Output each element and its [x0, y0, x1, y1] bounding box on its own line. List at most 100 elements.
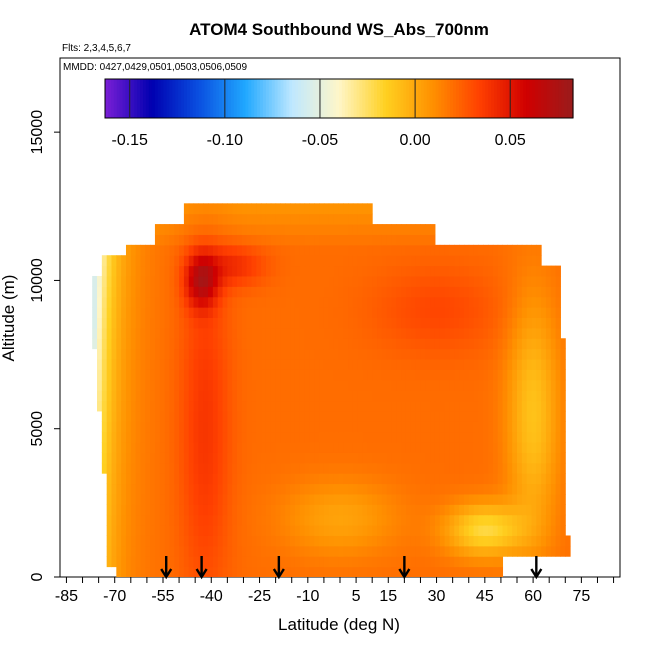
heatmap-cell: [294, 525, 301, 536]
colorbar-segment: [186, 79, 191, 118]
heatmap-cell: [280, 442, 286, 453]
heatmap-cell: [405, 359, 412, 370]
heatmap-cell: [512, 275, 518, 287]
heatmap-cell: [212, 317, 219, 329]
heatmap-cell: [251, 265, 257, 277]
heatmap-cell: [246, 525, 252, 536]
heatmap-cell: [468, 286, 475, 298]
heatmap-cell: [483, 338, 489, 350]
heatmap-cell: [550, 348, 557, 360]
heatmap-cell: [183, 379, 190, 391]
heatmap-cell: [439, 255, 446, 267]
heatmap-cell: [328, 265, 335, 277]
heatmap-cell: [415, 400, 421, 412]
heatmap-cell: [343, 338, 349, 350]
heatmap-cell: [372, 566, 378, 577]
heatmap-cell: [150, 483, 156, 495]
heatmap-cell: [290, 327, 296, 339]
heatmap-cell: [473, 525, 479, 536]
heatmap-cell: [208, 379, 214, 391]
heatmap-cell: [169, 421, 175, 433]
heatmap-cell: [362, 462, 368, 474]
heatmap-cell: [314, 390, 320, 402]
heatmap-cell: [420, 400, 426, 412]
heatmap-cell: [531, 504, 537, 516]
heatmap-cell: [541, 359, 547, 370]
heatmap-cell: [193, 514, 199, 526]
heatmap-cell: [405, 525, 412, 536]
heatmap-cell: [444, 317, 450, 329]
heatmap-cell: [140, 556, 146, 568]
heatmap-cell: [541, 338, 547, 350]
heatmap-cell: [425, 566, 431, 577]
heatmap-cell: [338, 525, 344, 536]
heatmap-cell: [381, 338, 388, 350]
heatmap-cell: [463, 535, 470, 547]
heatmap-cell: [478, 452, 484, 464]
heatmap-cell: [521, 317, 528, 329]
heatmap-cell: [541, 369, 547, 381]
heatmap-cell: [169, 296, 175, 308]
heatmap-cell: [164, 224, 170, 235]
heatmap-cell: [492, 369, 499, 381]
heatmap-cell: [237, 338, 243, 350]
heatmap-cell: [492, 556, 499, 568]
heatmap-cell: [227, 348, 233, 360]
heatmap-cell: [386, 545, 392, 557]
heatmap-cell: [294, 400, 301, 412]
colorbar-tick-label: -0.15: [111, 132, 148, 149]
heatmap-cell: [319, 327, 325, 339]
heatmap-cell: [217, 452, 224, 464]
heatmap-cell: [323, 244, 330, 256]
heatmap-cell: [343, 203, 349, 215]
heatmap-cell: [415, 493, 421, 505]
heatmap-cell: [343, 359, 349, 370]
heatmap-cell: [454, 410, 460, 422]
heatmap-cell: [193, 566, 199, 577]
heatmap-cell: [309, 556, 315, 568]
heatmap-cell: [265, 452, 272, 464]
heatmap-cell: [227, 390, 233, 402]
heatmap-cell: [125, 265, 132, 277]
heatmap-cell: [430, 504, 436, 516]
heatmap-cell: [106, 255, 112, 267]
heatmap-cell: [227, 327, 233, 339]
heatmap-cell: [333, 525, 339, 536]
heatmap-cell: [444, 442, 450, 453]
heatmap-cell: [154, 545, 161, 557]
heatmap-cell: [410, 234, 417, 246]
heatmap-cell: [512, 338, 518, 350]
colorbar-segment: [143, 79, 147, 118]
heatmap-cell: [304, 359, 310, 370]
heatmap-cell: [536, 286, 542, 298]
heatmap-cell: [463, 317, 470, 329]
colorbar-segment: [201, 79, 206, 118]
heatmap-cell: [309, 545, 315, 557]
heatmap-cell: [454, 483, 460, 495]
colorbar-segment: [341, 79, 346, 118]
heatmap-cell: [319, 265, 325, 277]
heatmap-cell: [140, 275, 146, 287]
heatmap-cell: [473, 296, 479, 308]
colorbar-segment: [105, 79, 109, 118]
heatmap-cell: [478, 483, 484, 495]
heatmap-cell: [121, 545, 127, 557]
heatmap-cell: [319, 224, 325, 235]
heatmap-cell: [492, 307, 499, 318]
heatmap-cell: [227, 275, 233, 287]
colorbar-segment: [546, 79, 551, 118]
heatmap-cell: [145, 255, 151, 267]
heatmap-cell: [261, 327, 267, 339]
heatmap-cell: [362, 421, 368, 433]
colorbar-segment: [198, 79, 203, 118]
heatmap-cell: [391, 296, 397, 308]
heatmap-cell: [280, 327, 286, 339]
heatmap-cell: [410, 348, 417, 360]
heatmap-cell: [237, 203, 243, 215]
heatmap-cell: [145, 307, 151, 318]
heatmap-cell: [367, 483, 373, 495]
heatmap-cell: [333, 473, 339, 485]
heatmap-cell: [304, 514, 310, 526]
heatmap-cell: [454, 265, 460, 277]
heatmap-cell: [352, 390, 359, 402]
